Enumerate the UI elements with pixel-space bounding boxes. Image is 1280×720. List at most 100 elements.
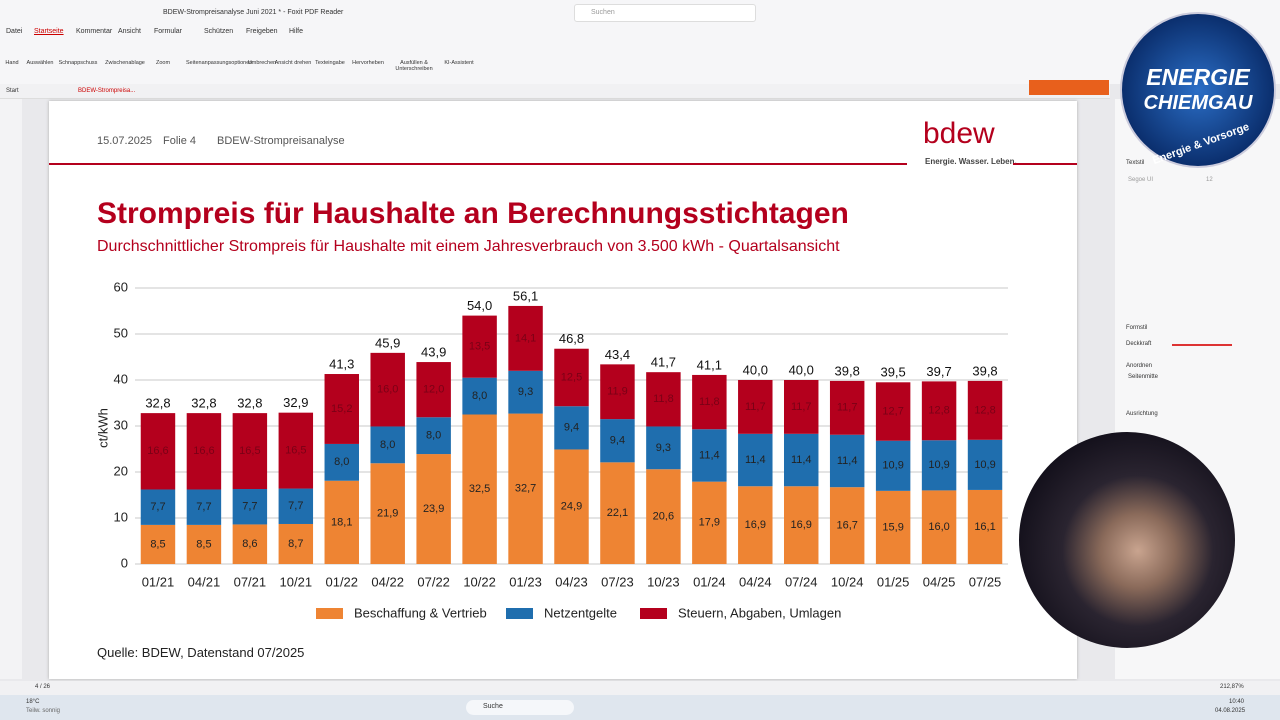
- x-tick-label: 04/22: [371, 574, 404, 589]
- bar-segment: [692, 481, 727, 564]
- tab[interactable]: Start: [6, 88, 19, 94]
- x-tick-label: 10/21: [280, 574, 313, 589]
- total-label: 43,4: [605, 347, 630, 362]
- legend-label: Beschaffung & Vertrieb: [354, 605, 487, 620]
- panel-label: Textstil: [1126, 160, 1145, 166]
- legend-swatch: [506, 608, 533, 619]
- segment-label: 16,1: [974, 521, 995, 533]
- tool-button[interactable]: Umbrechen: [247, 60, 277, 66]
- x-tick-label: 10/24: [831, 574, 864, 589]
- menu-item[interactable]: Ansicht: [118, 28, 141, 35]
- legend-swatch: [640, 608, 667, 619]
- tool-button[interactable]: Schnappschuss: [58, 60, 98, 66]
- menu-item[interactable]: Startseite: [34, 28, 64, 35]
- segment-label: 11,4: [745, 454, 766, 466]
- segment-label: 9,3: [518, 386, 533, 398]
- segment-label: 12,7: [882, 405, 903, 417]
- total-label: 39,8: [972, 363, 997, 378]
- tool-button[interactable]: Hervorheben: [352, 60, 384, 66]
- y-tick-label: 30: [114, 417, 128, 432]
- tool-button[interactable]: Ausfüllen & Unterschreiben: [395, 60, 433, 72]
- bar-segment: [967, 380, 1003, 440]
- segment-label: 11,9: [607, 386, 628, 398]
- segment-label: 8,0: [334, 456, 349, 468]
- total-label: 46,8: [559, 331, 584, 346]
- legend-label: Steuern, Abgaben, Umlagen: [678, 605, 841, 620]
- tool-button[interactable]: Seitenanpassungsoptionen: [186, 60, 253, 66]
- tool-button[interactable]: Zwischenablage: [105, 60, 145, 66]
- x-tick-label: 07/24: [785, 574, 818, 589]
- total-label: 43,9: [421, 344, 446, 359]
- total-label: 39,7: [926, 364, 951, 379]
- tab[interactable]: BDEW-Strompreisa...: [78, 88, 136, 94]
- bar-segment: [186, 413, 222, 490]
- menu-item[interactable]: Schützen: [204, 28, 234, 35]
- bar-segment: [508, 370, 543, 414]
- bar-segment: [738, 433, 773, 487]
- segment-label: 8,7: [288, 538, 303, 550]
- tool-button[interactable]: Auswählen: [26, 60, 54, 66]
- zoom-level[interactable]: 212,87%: [1220, 684, 1244, 690]
- segment-label: 10,9: [882, 460, 903, 472]
- bar-segment: [186, 524, 222, 564]
- x-tick-label: 04/24: [739, 574, 772, 589]
- segment-label: 8,5: [196, 538, 211, 550]
- tool-button[interactable]: Ansicht drehen: [274, 60, 312, 66]
- bar-segment: [462, 377, 497, 415]
- tool-button[interactable]: Hand: [5, 60, 19, 66]
- total-label: 40,0: [743, 362, 768, 377]
- menu-item[interactable]: Freigeben: [246, 28, 278, 35]
- bar-segment: [508, 413, 543, 564]
- segment-label: 8,0: [472, 390, 487, 402]
- y-tick-label: 10: [114, 509, 128, 524]
- chart: 0 10 20 30 40 50 60 ct/kWh 8,5 7,7 16,6 32,8 01/21 8,…: [95, 279, 1008, 620]
- bar-segment: [784, 486, 819, 564]
- bar-segment: [600, 364, 635, 420]
- bar-segment: [416, 454, 451, 564]
- bar-segment: [278, 523, 314, 564]
- page-indicator[interactable]: 4 / 26: [35, 684, 51, 690]
- segment-label: 8,6: [242, 538, 257, 550]
- taskbar-search[interactable]: Suche: [466, 700, 574, 715]
- panel-label: Ausrichtung: [1126, 411, 1158, 417]
- segment-label: 11,4: [837, 455, 858, 467]
- x-tick-label: 04/23: [555, 574, 588, 589]
- bar-segment: [324, 374, 359, 444]
- bar-segment: [738, 486, 773, 564]
- tool-button[interactable]: KI-Assistent: [444, 60, 474, 66]
- bar-segment: [324, 480, 359, 564]
- segment-label: 16,6: [147, 445, 168, 457]
- bar-segment: [232, 524, 268, 564]
- font-size: 12: [1206, 177, 1213, 183]
- x-tick-label: 10/22: [463, 574, 496, 589]
- temperature: 18°C: [26, 699, 40, 705]
- weather: Teilw. sonnig: [26, 708, 61, 714]
- y-tick-label: 0: [121, 555, 128, 570]
- convert-banner[interactable]: [1029, 80, 1109, 95]
- bar-segment: [784, 433, 819, 487]
- menu-item[interactable]: Datei: [6, 28, 23, 35]
- bar-segment: [186, 489, 222, 525]
- tool-button[interactable]: Zoom: [155, 60, 171, 66]
- legend-swatch: [316, 608, 343, 619]
- tool-button[interactable]: Texteingabe: [315, 60, 345, 66]
- segment-label: 8,0: [426, 430, 441, 442]
- search-box[interactable]: Suchen: [574, 4, 756, 22]
- taskbar: 18°C Teilw. sonnig Suche 10:40 04.08.202…: [0, 695, 1280, 720]
- x-tick-label: 04/25: [923, 574, 956, 589]
- segment-label: 20,6: [653, 511, 674, 523]
- menu-item[interactable]: Hilfe: [289, 28, 304, 35]
- menu-item[interactable]: Formular: [154, 28, 183, 35]
- bar-segment: [140, 489, 176, 525]
- total-label: 45,9: [375, 335, 400, 350]
- x-tick-label: 01/24: [693, 574, 726, 589]
- bar-segment: [875, 382, 911, 441]
- bar-segment: [370, 352, 405, 427]
- x-tick-label: 07/22: [417, 574, 450, 589]
- menu-item[interactable]: Kommentar: [76, 28, 113, 35]
- bar-segment: [554, 348, 589, 407]
- opacity-slider[interactable]: [1172, 344, 1232, 346]
- bar-segment: [646, 426, 681, 470]
- x-tick-label: 07/25: [969, 574, 1002, 589]
- segment-label: 12,5: [561, 371, 582, 383]
